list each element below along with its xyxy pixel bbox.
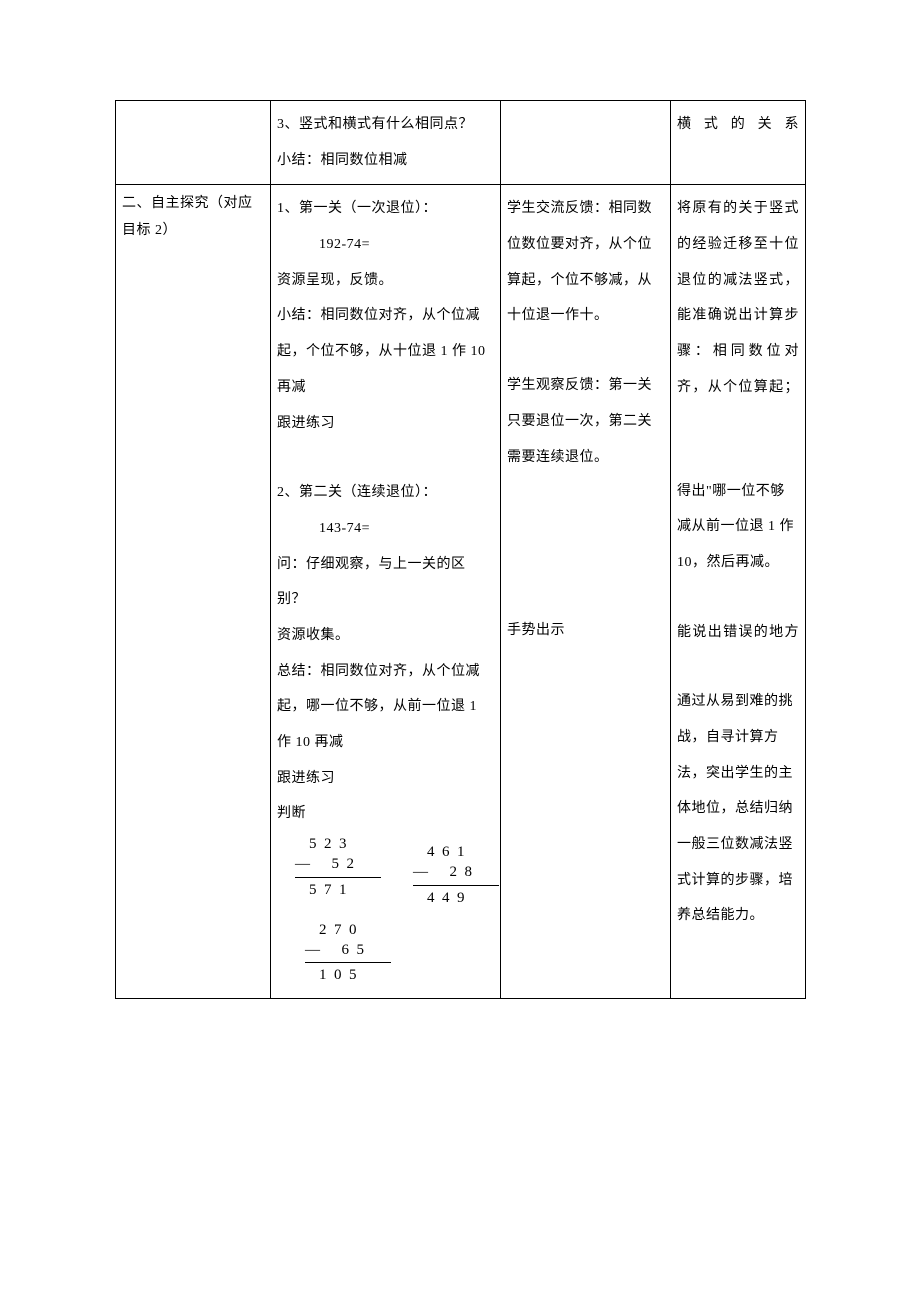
row2-col3: 学生交流反馈：相同数位数位要对齐，从个位算起，个位不够减，从十位退一作十。 学生… xyxy=(501,185,671,998)
row1-col1 xyxy=(116,101,271,185)
c2-l2: 192-74= xyxy=(319,237,370,252)
calc-c-top: 2 7 0 xyxy=(319,922,357,938)
row2-col4: 将原有的关于竖式的经验迁移至十位退位的减法竖式，能准确说出计算步骤：相同数位对齐… xyxy=(671,185,806,998)
table-row: 3、竖式和横式有什么相同点？ 小结：相同数位相减 横式的关系 xyxy=(116,101,806,185)
c2-l5: 跟进练习 xyxy=(277,406,494,442)
row2-col1: 二、自主探究（对应目标 2） xyxy=(116,185,271,998)
page: 3、竖式和横式有什么相同点？ 小结：相同数位相减 横式的关系 二、自主探究（对应… xyxy=(0,0,920,1302)
c2-l1: 1、第一关（一次退位）： xyxy=(277,191,494,227)
spacer xyxy=(507,334,664,368)
c3-p3: 手势出示 xyxy=(507,613,664,649)
row1-col3 xyxy=(501,101,671,185)
c2-l6: 2、第二关（连续退位）： xyxy=(277,475,494,511)
q3-summary: 小结：相同数位相减 xyxy=(277,153,408,168)
section-title: 二、自主探究（对应目标 2） xyxy=(122,196,253,238)
c2-l11: 跟进练习 xyxy=(277,761,494,797)
calc-a-sub: 5 2 xyxy=(332,856,355,872)
calc-b-sub: 2 8 xyxy=(450,864,473,880)
calc-b-res: 4 4 9 xyxy=(427,890,465,906)
c2-l4: 小结：相同数位对齐，从个位减起，个位不够，从十位退 1 作 10 再减 xyxy=(277,298,494,405)
c2-l7: 143-74= xyxy=(319,521,370,536)
c4-p3: 能说出错误的地方 xyxy=(677,615,799,651)
calc-b-top: 4 6 1 xyxy=(427,844,465,860)
calc-c-res: 1 0 5 xyxy=(319,967,357,983)
c2-l9: 资源收集。 xyxy=(277,618,494,654)
calc-a: 5 2 3 — 5 2 5 7 1 xyxy=(295,834,381,900)
c4-p4: 通过从易到难的挑战，自寻计算方法，突出学生的主体地位，总结归纳一般三位数减法竖式… xyxy=(677,684,799,934)
spacer xyxy=(677,581,799,615)
calc-b: 4 6 1 — 2 8 4 4 9 xyxy=(413,842,499,908)
c3-p1: 学生交流反馈：相同数位数位要对齐，从个位算起，个位不够减，从十位退一作十。 xyxy=(507,191,664,334)
c4-p1: 将原有的关于竖式的经验迁移至十位退位的减法竖式，能准确说出计算步骤：相同数位对齐… xyxy=(677,191,799,405)
q3-text: 3、竖式和横式有什么相同点？ xyxy=(277,117,473,132)
calc-c-sub: 6 5 xyxy=(342,942,365,958)
c3-p2: 学生观察反馈：第一关只要退位一次，第二关需要连续退位。 xyxy=(507,368,664,475)
table-row: 二、自主探究（对应目标 2） 1、第一关（一次退位）： 192-74= 资源呈现… xyxy=(116,185,806,998)
calc-group: 5 2 3 — 5 2 5 7 1 4 6 1 — 2 8 4 4 9 xyxy=(277,832,494,992)
row1-col4: 横式的关系 xyxy=(671,101,806,185)
spacer xyxy=(277,441,494,475)
row1-c4-text: 横式的关系 xyxy=(677,117,799,132)
calc-a-top: 5 2 3 xyxy=(309,836,347,852)
spacer xyxy=(677,406,799,474)
page-marker-icon: ▯ xyxy=(456,701,464,712)
c2-l12: 判断 xyxy=(277,796,494,832)
spacer xyxy=(507,475,664,613)
calc-c: 2 7 0 — 6 5 1 0 5 xyxy=(305,920,391,986)
c2-l8: 问：仔细观察，与上一关的区别？ xyxy=(277,547,494,618)
c4-p2: 得出"哪一位不够减从前一位退 1 作 10，然后再减。 xyxy=(677,474,799,581)
row2-col2: 1、第一关（一次退位）： 192-74= 资源呈现，反馈。 小结：相同数位对齐，… xyxy=(271,185,501,998)
calc-a-res: 5 7 1 xyxy=(309,882,347,898)
spacer xyxy=(677,650,799,684)
lesson-table: 3、竖式和横式有什么相同点？ 小结：相同数位相减 横式的关系 二、自主探究（对应… xyxy=(115,100,806,999)
c2-l3: 资源呈现，反馈。 xyxy=(277,263,494,299)
row1-col2: 3、竖式和横式有什么相同点？ 小结：相同数位相减 xyxy=(271,101,501,185)
